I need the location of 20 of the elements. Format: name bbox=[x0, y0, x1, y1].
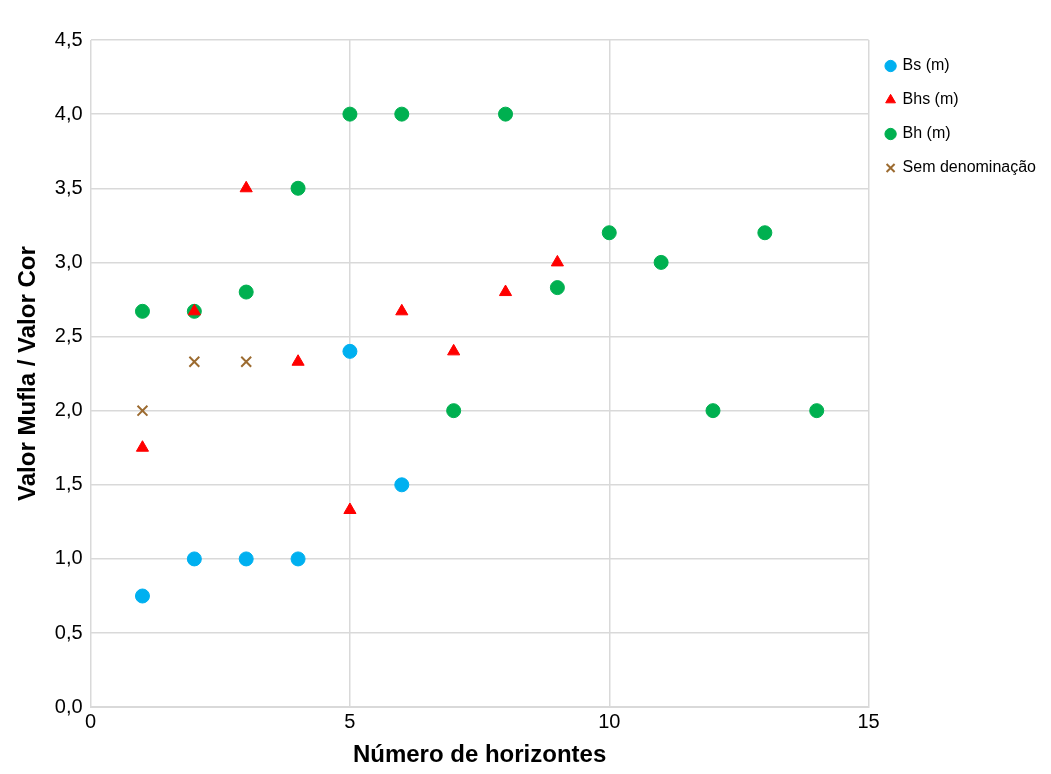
y-tick-label: 4,0 bbox=[54, 101, 83, 124]
y-tick-label: 0,5 bbox=[54, 620, 83, 643]
x-tick-label: 5 bbox=[344, 709, 356, 732]
legend-label: Bhs (m) bbox=[902, 90, 959, 108]
x-tick-label: 0 bbox=[85, 709, 97, 732]
y-tick-label: 1,0 bbox=[54, 546, 83, 569]
y-tick-label: 2,0 bbox=[54, 398, 83, 421]
x-tick-label: 15 bbox=[857, 709, 880, 732]
x-tick-label: 10 bbox=[598, 709, 621, 732]
legend-label: Bh (m) bbox=[902, 124, 951, 142]
legend-label: Sem denominação bbox=[902, 158, 1037, 176]
y-tick-label: 4,5 bbox=[54, 27, 83, 50]
y-tick-label: 0,0 bbox=[54, 694, 83, 717]
y-tick-label: 3,5 bbox=[54, 175, 83, 198]
legend-label: Bs (m) bbox=[902, 56, 950, 74]
y-tick-label: 2,5 bbox=[54, 324, 83, 347]
y-tick-label: 1,5 bbox=[54, 472, 83, 495]
y-tick-label: 3,0 bbox=[54, 249, 83, 272]
x-axis-title: Número de horizontes bbox=[352, 740, 607, 768]
y-axis-title: Valor Mufla / Valor Cor bbox=[13, 246, 41, 501]
